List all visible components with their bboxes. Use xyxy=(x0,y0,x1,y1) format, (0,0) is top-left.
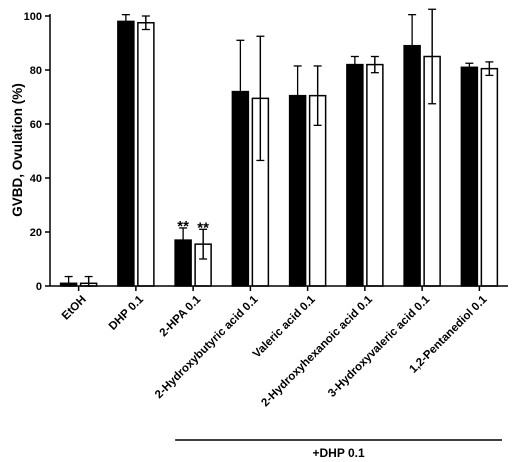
y-tick-label: 100 xyxy=(24,11,42,23)
bar xyxy=(346,63,364,287)
bar xyxy=(460,66,479,287)
bar xyxy=(231,90,250,287)
group-label: +DHP 0.1 xyxy=(312,446,364,460)
significance-marker: ** xyxy=(177,218,189,235)
bar xyxy=(480,67,499,287)
bar xyxy=(59,282,78,287)
bar xyxy=(366,63,384,287)
bar xyxy=(288,94,307,287)
x-tick-label: DHP 0.1 xyxy=(107,293,146,332)
y-tick-label: 80 xyxy=(30,65,42,77)
x-tick-label: 2-Hydroxyhexanoic acid 0.1 xyxy=(259,293,375,409)
x-tick-label: 3-Hydroxyvaleric acid 0.1 xyxy=(326,293,433,400)
y-tick-label: 60 xyxy=(30,119,42,131)
bar xyxy=(403,44,421,287)
bar xyxy=(137,22,155,287)
x-tick-label: 2-HPA 0.1 xyxy=(158,293,204,339)
y-axis-title: GVBD, Ovulation (%) xyxy=(10,83,25,217)
bar xyxy=(174,239,192,287)
x-tick-label: Valeric acid 0.1 xyxy=(251,293,318,360)
x-tick-label: 2-Hydroxybutyric acid 0.1 xyxy=(153,293,261,401)
bars: ** ** xyxy=(59,8,499,287)
group-bracket: +DHP 0.1 xyxy=(175,439,502,460)
category-labels: EtOH DHP 0.1 2-HPA 0.12-Hydroxybutyric aci… xyxy=(60,293,490,409)
significance-marker: ** xyxy=(197,219,209,236)
y-tick-label: 40 xyxy=(30,173,42,185)
y-tick-label: 0 xyxy=(36,281,42,293)
y-tick-label: 20 xyxy=(30,227,42,239)
x-tick-label: EtOH xyxy=(60,294,89,323)
bar xyxy=(117,20,135,287)
